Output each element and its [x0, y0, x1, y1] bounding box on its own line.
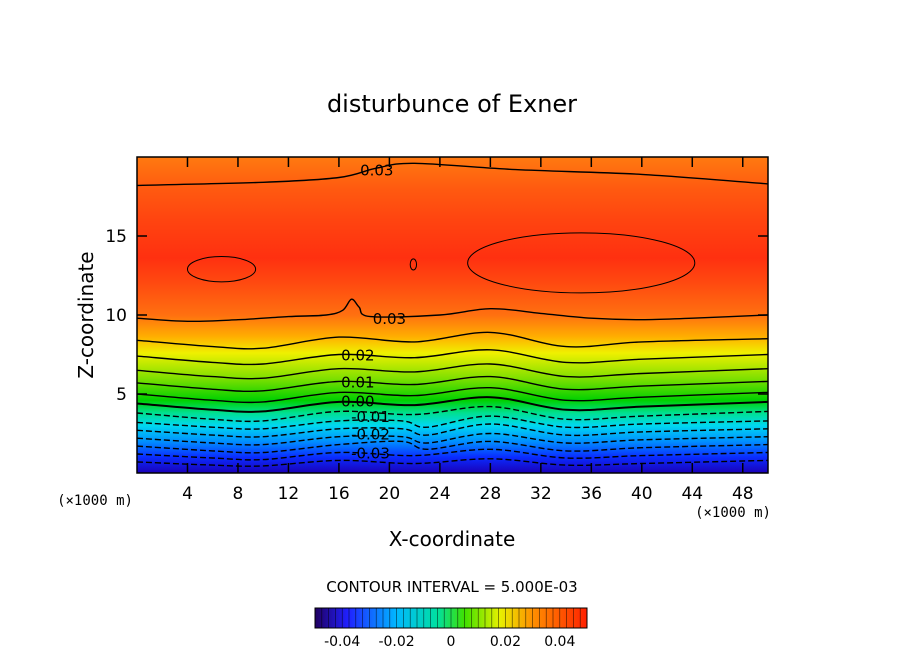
- contour-label: 0.03: [360, 162, 393, 180]
- contour-line: [137, 349, 768, 366]
- contour-line: [137, 162, 768, 187]
- contour-label: 0.00: [341, 392, 374, 410]
- contour-line: [137, 331, 768, 350]
- colorbar-tick-label: 0.04: [544, 634, 575, 650]
- contour-interval-text: CONTOUR INTERVAL = 5.000E-03: [326, 578, 577, 596]
- contour-label: 0.03: [373, 310, 406, 328]
- contour-labels: 0.03 0.03 0.02 0.010.00-0.01-0.02-0.03: [341, 162, 406, 463]
- x-tick-label: 16: [328, 484, 350, 504]
- colorbar-tick-label: -0.04: [324, 634, 360, 650]
- contour-line: [137, 440, 768, 454]
- x-tick-label: 20: [379, 484, 401, 504]
- contour-line: [137, 415, 768, 430]
- contour-label: -0.01: [351, 408, 390, 426]
- contour-line: [137, 432, 768, 446]
- y-axis-unit: (×1000 m): [57, 493, 133, 509]
- contour-label: -0.03: [351, 444, 390, 462]
- contour-line: [137, 298, 768, 323]
- x-axis: 4 8 12 16 20 24 28 32 36 40 44 48: [182, 157, 754, 504]
- x-axis-label: X-coordinate: [389, 527, 516, 551]
- colorbar: -0.04 -0.02 0 0.02 0.04: [314, 607, 588, 650]
- contour-line: [137, 375, 768, 393]
- filled-field: [137, 157, 768, 473]
- contour-label: 0.02: [341, 347, 374, 365]
- x-tick-label: 40: [631, 484, 653, 504]
- colorbar-tick-label: 0.02: [490, 634, 521, 650]
- x-tick-label: 8: [233, 484, 244, 504]
- colorbar-stripes: [321, 608, 581, 628]
- y-axis: 5 10 15: [105, 227, 768, 405]
- contour-line: [137, 386, 768, 404]
- contour-label: -0.02: [351, 426, 390, 444]
- x-tick-label: 28: [480, 484, 502, 504]
- contour-line: [137, 405, 768, 423]
- colorbar-frame: [314, 607, 588, 629]
- x-tick-label: 48: [732, 484, 754, 504]
- contour-label: 0.01: [341, 373, 374, 391]
- x-axis-unit: (×1000 m): [695, 505, 771, 521]
- closed-contour: [409, 258, 418, 271]
- contour-line: [137, 363, 768, 380]
- x-tick-label: 4: [182, 484, 193, 504]
- x-tick-label: 44: [681, 484, 703, 504]
- y-tick-label: 10: [105, 306, 127, 326]
- x-tick-label: 24: [429, 484, 451, 504]
- colorbar-tick-label: 0: [447, 634, 456, 650]
- colorbar-tick-label: -0.02: [378, 634, 414, 650]
- y-tick-label: 5: [116, 385, 127, 405]
- contour-line: [137, 448, 768, 461]
- colorbar-ticks: -0.04 -0.02 0 0.02 0.04: [324, 634, 575, 650]
- x-tick-label: 36: [580, 484, 602, 504]
- y-tick-label: 15: [105, 227, 127, 247]
- y-axis-label: Z-coordinate: [74, 251, 98, 378]
- closed-contour: [467, 232, 696, 294]
- x-tick-label: 12: [278, 484, 300, 504]
- x-tick-label: 32: [530, 484, 552, 504]
- contour-line: [137, 396, 768, 413]
- closed-contour: [186, 256, 257, 283]
- chart-title: disturbunce of Exner: [327, 90, 577, 118]
- contour-line: [137, 423, 768, 438]
- plot-area: 0.03 0.03 0.02 0.010.00-0.01-0.02-0.03: [137, 157, 768, 473]
